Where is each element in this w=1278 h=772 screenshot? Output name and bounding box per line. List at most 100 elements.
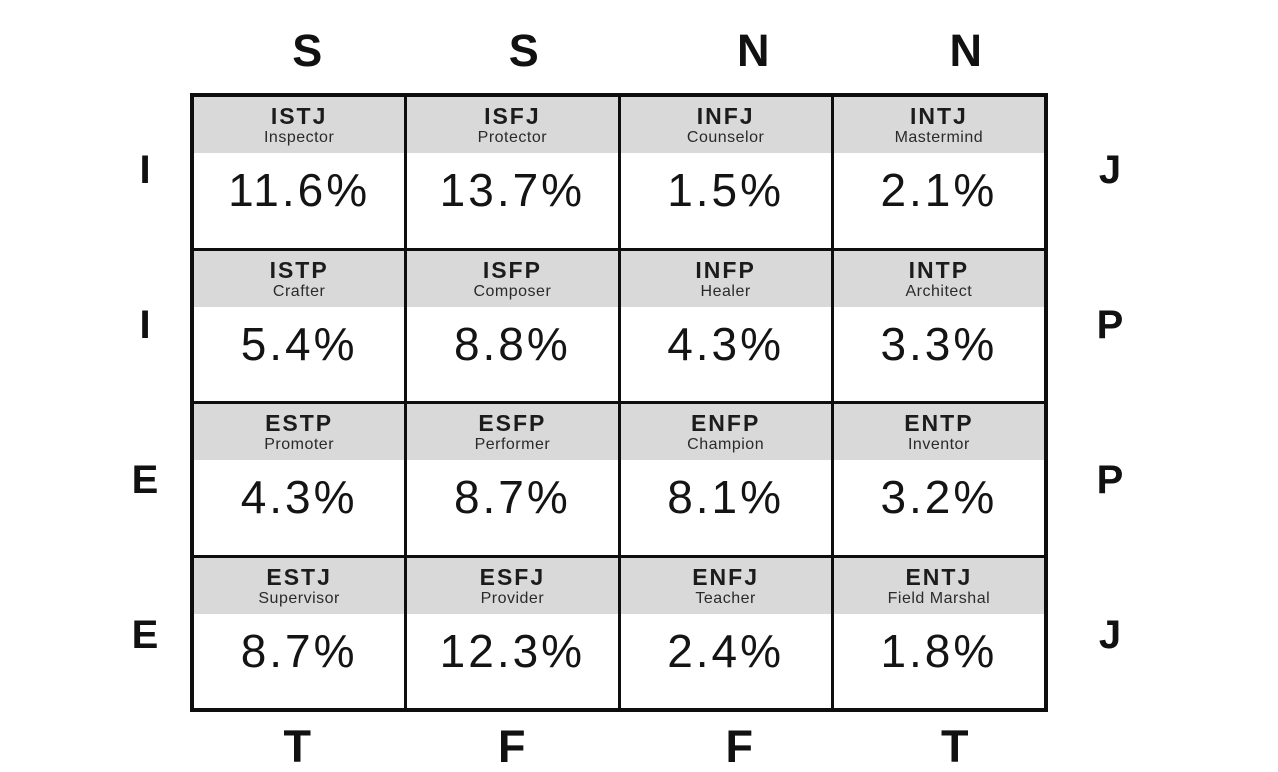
- cell-body: 8.8%: [407, 307, 617, 402]
- type-percentage: 12.3%: [439, 624, 586, 677]
- axis-top-letter-col3: N: [737, 25, 770, 76]
- cell-header: ENTJ Field Marshal: [833, 557, 1044, 614]
- type-percentage: 2.1%: [880, 164, 998, 217]
- type-percentage: 8.7%: [240, 624, 358, 677]
- cell-body: 3.2%: [834, 460, 1044, 555]
- cell-isfj: ISFJ Protector 13.7%: [407, 97, 618, 248]
- type-nickname: Architect: [905, 282, 973, 300]
- type-code: INTP: [908, 256, 970, 283]
- cell-body: 4.3%: [621, 307, 831, 402]
- cell-header: INTP Architect: [833, 250, 1044, 307]
- type-nickname: Composer: [473, 282, 552, 300]
- cell-body: 2.1%: [834, 153, 1044, 248]
- cell-body: 2.4%: [621, 614, 831, 709]
- cell-enfp: ENFP Champion 8.1%: [620, 404, 831, 555]
- cell-esfp: ESFP Performer 8.7%: [407, 404, 618, 555]
- cell-entj: ENTJ Field Marshal 1.8%: [833, 557, 1044, 709]
- cell-header: ESFJ Provider: [407, 557, 618, 614]
- axis-right-letter-row4: J: [1098, 613, 1122, 657]
- type-nickname: Field Marshal: [887, 589, 991, 607]
- cell-body: 3.3%: [834, 307, 1044, 402]
- axis-bottom: T F F T: [190, 722, 1048, 772]
- type-code: ESFJ: [479, 563, 546, 590]
- cell-header: ESTP Promoter: [194, 404, 405, 460]
- axis-left-letter-row4: E: [131, 613, 159, 657]
- cell-body: 1.8%: [834, 614, 1044, 709]
- type-percentage: 1.8%: [880, 624, 998, 677]
- cell-header: ESTJ Supervisor: [194, 557, 405, 614]
- type-percentage: 8.7%: [453, 471, 571, 524]
- cell-body: 4.3%: [194, 460, 404, 555]
- type-code: ENTJ: [905, 563, 973, 590]
- cell-header: INTJ Mastermind: [833, 97, 1044, 153]
- axis-top-letter-col1: S: [292, 25, 323, 76]
- cell-header: ISTP Crafter: [194, 250, 405, 307]
- type-percentage: 4.3%: [667, 317, 785, 370]
- cell-enfj: ENFJ Teacher 2.4%: [620, 557, 831, 709]
- axis-left-letter-row1: I: [139, 148, 151, 192]
- type-nickname: Provider: [480, 589, 545, 607]
- cell-istp: ISTP Crafter 5.4%: [194, 250, 405, 402]
- type-nickname: Counselor: [686, 129, 765, 147]
- type-code: ISFJ: [484, 103, 541, 130]
- type-nickname: Healer: [700, 282, 751, 300]
- cell-header: INFJ Counselor: [620, 97, 831, 153]
- cell-body: 11.6%: [194, 153, 404, 248]
- cell-body: 12.3%: [407, 614, 617, 709]
- cell-intj: INTJ Mastermind 2.1%: [833, 97, 1044, 248]
- cell-header: ISFP Composer: [407, 250, 618, 307]
- type-code: ISFP: [482, 256, 542, 283]
- type-nickname: Performer: [474, 436, 551, 454]
- cell-intp: INTP Architect 3.3%: [833, 250, 1044, 402]
- axis-left-letter-row3: E: [131, 458, 159, 502]
- type-code: ISTP: [269, 256, 329, 283]
- cell-esfj: ESFJ Provider 12.3%: [407, 557, 618, 709]
- cell-body: 13.7%: [407, 153, 617, 248]
- type-nickname: Protector: [477, 129, 548, 147]
- cell-header: ISFJ Protector: [407, 97, 618, 153]
- type-code: ESFP: [478, 410, 547, 437]
- axis-bottom-letter-col1: T: [283, 721, 312, 772]
- type-percentage: 4.3%: [240, 471, 358, 524]
- cell-estp: ESTP Promoter 4.3%: [194, 404, 405, 555]
- type-percentage: 8.8%: [453, 317, 571, 370]
- type-nickname: Supervisor: [258, 589, 340, 607]
- type-percentage: 1.5%: [667, 164, 785, 217]
- type-code: ESTP: [265, 410, 334, 437]
- cell-body: 8.7%: [194, 614, 404, 709]
- type-code: INFJ: [696, 103, 755, 130]
- mbti-type-table: ISTJ Inspector 11.6% ISFJ Protector 13.7…: [190, 93, 1048, 712]
- type-code: INFP: [695, 256, 756, 283]
- type-nickname: Promoter: [264, 436, 335, 454]
- type-code: ESTJ: [266, 563, 332, 590]
- cell-header: ESFP Performer: [407, 404, 618, 460]
- axis-top: S S N N: [190, 26, 1048, 76]
- cell-infp: INFP Healer 4.3%: [620, 250, 831, 402]
- axis-bottom-letter-col4: T: [941, 721, 969, 772]
- axis-left-letter-row2: I: [139, 303, 151, 347]
- type-code: INTJ: [909, 103, 968, 130]
- axis-right-letter-row1: J: [1098, 148, 1122, 192]
- axis-top-letter-col4: N: [949, 25, 983, 76]
- type-nickname: Crafter: [272, 282, 326, 300]
- axis-bottom-letter-col3: F: [725, 721, 754, 772]
- cell-body: 5.4%: [194, 307, 404, 402]
- type-nickname: Teacher: [695, 589, 756, 607]
- type-nickname: Inspector: [263, 129, 335, 147]
- axis-right-letter-row3: P: [1096, 458, 1124, 502]
- cell-header: ISTJ Inspector: [194, 97, 405, 153]
- type-percentage: 3.2%: [880, 471, 998, 524]
- cell-header: INFP Healer: [620, 250, 831, 307]
- cell-body: 8.7%: [407, 460, 617, 555]
- type-percentage: 3.3%: [880, 317, 998, 370]
- axis-right-letter-row2: P: [1096, 303, 1124, 347]
- cell-istj: ISTJ Inspector 11.6%: [194, 97, 405, 248]
- type-code: ENFJ: [692, 563, 760, 590]
- type-percentage: 8.1%: [667, 471, 785, 524]
- cell-body: 1.5%: [621, 153, 831, 248]
- type-percentage: 5.4%: [240, 317, 358, 370]
- cell-infj: INFJ Counselor 1.5%: [620, 97, 831, 248]
- cell-header: ENFP Champion: [620, 404, 831, 460]
- type-nickname: Champion: [687, 436, 765, 454]
- cell-body: 8.1%: [621, 460, 831, 555]
